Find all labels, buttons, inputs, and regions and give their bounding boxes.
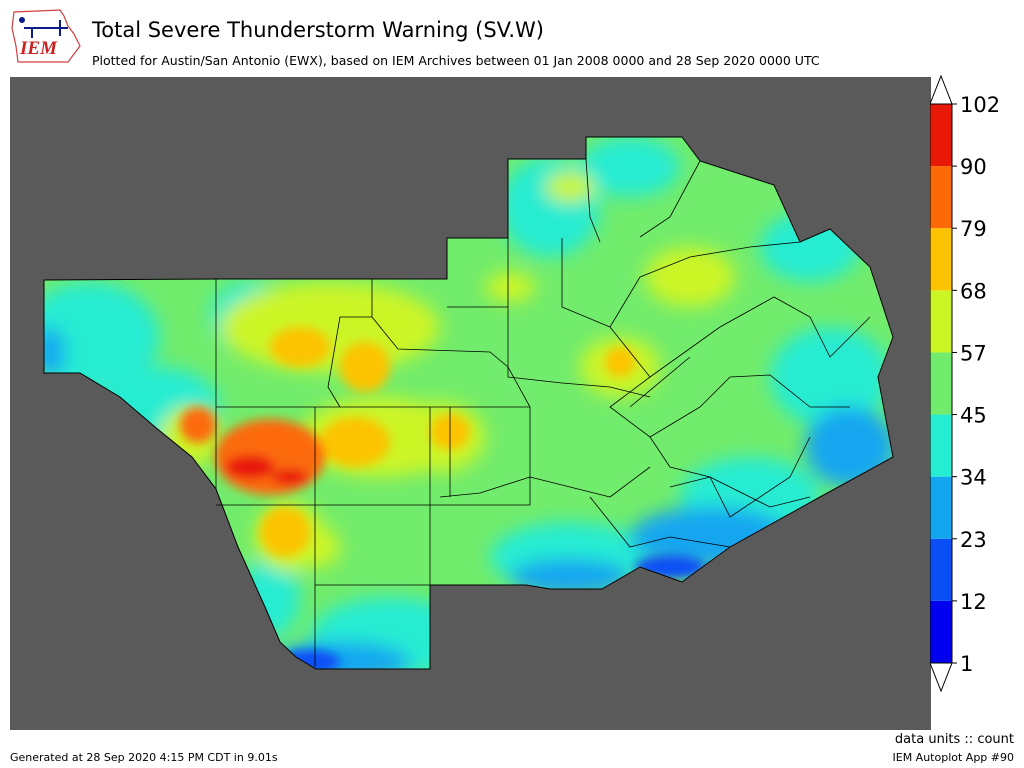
- colorbar-bin: [930, 228, 952, 291]
- county-lines: [215, 158, 871, 667]
- colorbar-tick-label: 68: [960, 279, 987, 303]
- colorbar-tick-label: 102: [960, 93, 1000, 117]
- page-title: Total Severe Thunderstorm Warning (SV.W): [92, 18, 544, 42]
- colorbar-tick-label: 12: [960, 590, 987, 614]
- colorbar-bin: [930, 414, 952, 477]
- colorbar-bin: [930, 166, 952, 229]
- colorbar-tick-label: 23: [960, 528, 987, 552]
- colorbar-bin: [930, 104, 952, 167]
- colorbar-over-arrow: [930, 74, 953, 105]
- autoplot-app-label: IEM Autoplot App #90: [892, 751, 1015, 764]
- warning-count-map: [10, 77, 931, 730]
- colorbar-under-arrow: [930, 662, 953, 693]
- colorbar-tick-label: 57: [960, 341, 987, 365]
- data-units-label: data units :: count: [894, 732, 1014, 747]
- generated-timestamp: Generated at 28 Sep 2020 4:15 PM CDT in …: [10, 751, 278, 764]
- page-subtitle: Plotted for Austin/San Antonio (EWX), ba…: [92, 53, 820, 68]
- colorbar-bin: [930, 538, 952, 601]
- colorbar-tick-label: 45: [960, 404, 987, 428]
- logo-text: IEM: [19, 38, 58, 59]
- iem-logo: IEM: [11, 9, 81, 63]
- colorbar-bin: [930, 352, 952, 415]
- colorbar: 1 12 23 34 45 57 68 79 90 102: [930, 74, 1000, 693]
- colorbar-tick-label: 1: [960, 652, 973, 676]
- colorbar-tick-label: 34: [960, 466, 987, 490]
- colorbar-tick-label: 90: [960, 155, 987, 179]
- colorbar-tick-label: 79: [960, 217, 987, 241]
- colorbar-bin: [930, 476, 952, 539]
- colorbar-bin: [930, 600, 952, 663]
- colorbar-bin: [930, 290, 952, 353]
- cwa-outline: [43, 136, 894, 670]
